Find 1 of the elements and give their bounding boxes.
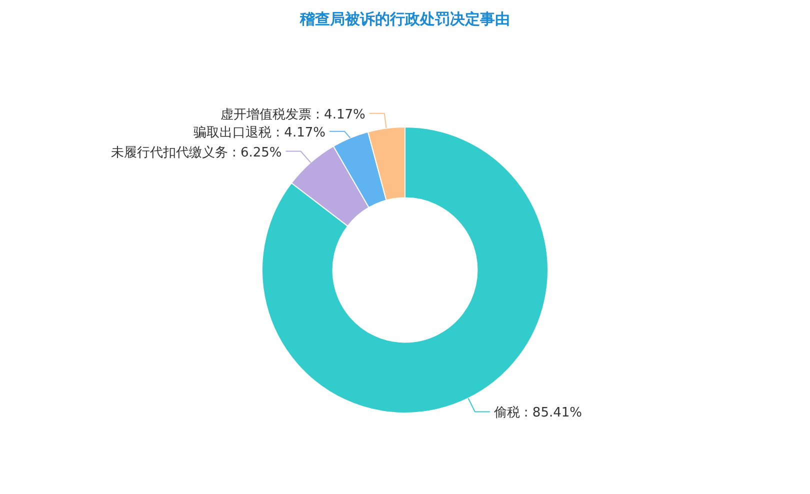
chart-title: 稽查局被诉的行政处罚决定事由 [299, 10, 510, 28]
